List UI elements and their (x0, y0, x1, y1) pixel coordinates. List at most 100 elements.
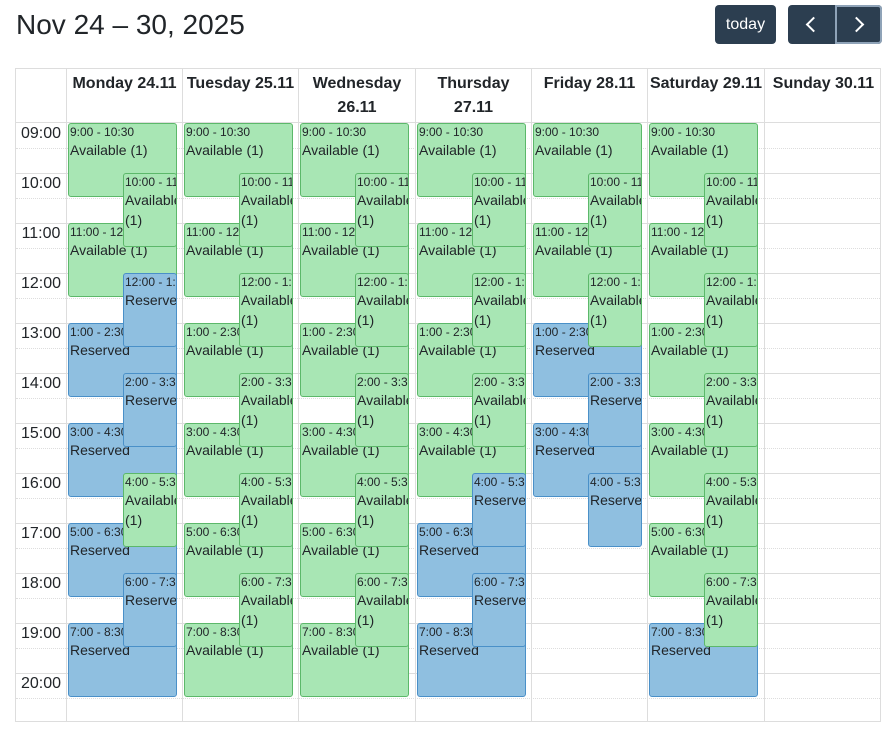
available-event[interactable]: 12:00 - 1:30 Available (1) (355, 273, 409, 347)
event-time: 2:00 - 3:30 (125, 375, 177, 389)
day-header: Sunday 30.11 (764, 69, 880, 122)
event-time: 6:00 - 7:30 (125, 575, 177, 589)
available-event[interactable]: 6:00 - 7:30 Available (1) (355, 573, 409, 647)
available-event[interactable]: 12:00 - 1:30 Available (1) (704, 273, 758, 347)
available-event[interactable]: 12:00 - 1:30 Available (1) (588, 273, 642, 347)
event-time: 6:00 - 7:30 (706, 575, 758, 589)
event-title: Reserved (535, 342, 595, 358)
reserved-event[interactable]: 4:00 - 5:30 Reserved (588, 473, 642, 547)
event-time: 10:00 - 11:30 (357, 175, 409, 189)
time-axis-label: 20:00 (20, 675, 62, 692)
event-time: 10:00 - 11:30 (125, 175, 177, 189)
event-time: 2:00 - 3:30 (706, 375, 758, 389)
chevron-left-icon (805, 16, 822, 33)
available-event[interactable]: 12:00 - 1:30 Available (1) (472, 273, 526, 347)
event-time: 6:00 - 7:30 (357, 575, 409, 589)
half-hour-line (16, 698, 880, 699)
chevron-right-icon (848, 16, 865, 33)
event-time: 2:00 - 3:30 (241, 375, 293, 389)
event-time: 9:00 - 10:30 (651, 125, 716, 139)
reserved-event[interactable]: 4:00 - 5:30 Reserved (472, 473, 526, 547)
event-title: Available (1) (125, 192, 177, 228)
time-axis-label: 14:00 (20, 375, 62, 392)
day-column-divider (66, 122, 67, 721)
available-event[interactable]: 10:00 - 11:30 Available (1) (355, 173, 409, 247)
available-event[interactable]: 4:00 - 5:30 Available (1) (355, 473, 409, 547)
available-event[interactable]: 12:00 - 1:30 Available (1) (239, 273, 293, 347)
today-button[interactable]: today (715, 5, 776, 44)
available-event[interactable]: 4:00 - 5:30 Available (1) (123, 473, 177, 547)
available-event[interactable]: 10:00 - 11:30 Available (1) (123, 173, 177, 247)
reserved-event[interactable]: 2:00 - 3:30 Reserved (588, 373, 642, 447)
next-week-button[interactable] (835, 5, 882, 44)
reserved-event[interactable]: 12:00 - 1:30 Reserved (123, 273, 177, 347)
available-event[interactable]: 2:00 - 3:30 Available (1) (472, 373, 526, 447)
available-event[interactable]: 6:00 - 7:30 Available (1) (704, 573, 758, 647)
event-time: 1:00 - 2:30 (419, 325, 477, 339)
event-time: 3:00 - 4:30 (651, 425, 709, 439)
event-title: Available (1) (706, 192, 758, 228)
available-event[interactable]: 6:00 - 7:30 Available (1) (239, 573, 293, 647)
event-time: 9:00 - 10:30 (70, 125, 135, 139)
event-time: 1:00 - 2:30 (535, 325, 593, 339)
event-title: Reserved (651, 642, 711, 658)
reserved-event[interactable]: 2:00 - 3:30 Reserved (123, 373, 177, 447)
event-title: Reserved (474, 492, 526, 508)
available-event[interactable]: 2:00 - 3:30 Available (1) (704, 373, 758, 447)
event-time: 1:00 - 2:30 (302, 325, 360, 339)
event-time: 5:00 - 6:30 (70, 525, 128, 539)
event-title: Available (1) (706, 592, 758, 628)
event-time: 6:00 - 7:30 (474, 575, 526, 589)
time-axis-label: 12:00 (20, 275, 62, 292)
available-event[interactable]: 2:00 - 3:30 Available (1) (355, 373, 409, 447)
reserved-event[interactable]: 5:00 - 6:30 Reserved (417, 523, 526, 597)
event-time: 3:00 - 4:30 (70, 425, 128, 439)
half-hour-line (16, 298, 880, 299)
available-event[interactable]: 9:00 - 10:30 Available (1) (68, 123, 177, 197)
day-column-divider (647, 122, 648, 721)
event-time: 3:00 - 4:30 (419, 425, 477, 439)
reserved-event[interactable]: 7:00 - 8:30 Reserved (649, 623, 758, 697)
available-event[interactable]: 4:00 - 5:30 Available (1) (239, 473, 293, 547)
available-event[interactable]: 10:00 - 11:30 Available (1) (239, 173, 293, 247)
event-time: 10:00 - 11:30 (241, 175, 293, 189)
event-time: 10:00 - 11:30 (474, 175, 526, 189)
event-time: 1:00 - 2:30 (651, 325, 709, 339)
event-title: Available (1) (706, 492, 758, 528)
header-divider (16, 122, 880, 123)
event-time: 11:00 - 12:30 (419, 225, 489, 239)
event-time: 5:00 - 6:30 (302, 525, 360, 539)
event-time: 10:00 - 11:30 (590, 175, 642, 189)
available-event[interactable]: 2:00 - 3:30 Available (1) (239, 373, 293, 447)
event-time: 4:00 - 5:30 (590, 475, 642, 489)
event-title: Available (1) (590, 292, 642, 328)
event-title: Available (1) (357, 392, 409, 428)
event-title: Available (1) (241, 192, 293, 228)
day-header: Friday 28.11 (531, 69, 647, 122)
navigation-button-group (788, 5, 882, 44)
available-event[interactable]: 9:00 - 10:30 Available (1) (300, 123, 409, 197)
event-title: Available (1) (474, 392, 526, 428)
time-axis-label: 18:00 (20, 575, 62, 592)
day-header: Monday 24.11 (66, 69, 182, 122)
reserved-event[interactable]: 6:00 - 7:30 Reserved (472, 573, 526, 647)
prev-week-button[interactable] (788, 5, 835, 44)
reserved-event[interactable]: 6:00 - 7:30 Reserved (123, 573, 177, 647)
available-event[interactable]: 4:00 - 5:30 Available (1) (704, 473, 758, 547)
event-time: 11:00 - 12:30 (535, 225, 605, 239)
event-time: 4:00 - 5:30 (706, 475, 758, 489)
event-time: 5:00 - 6:30 (651, 525, 709, 539)
event-time: 10:00 - 11:30 (706, 175, 758, 189)
event-title: Reserved (474, 592, 526, 608)
event-title: Available (1) (474, 192, 526, 228)
event-title: Reserved (419, 642, 479, 658)
available-event[interactable]: 10:00 - 11:30 Available (1) (588, 173, 642, 247)
time-axis-label: 15:00 (20, 425, 62, 442)
available-event[interactable]: 10:00 - 11:30 Available (1) (704, 173, 758, 247)
event-time: 11:00 - 12:30 (651, 225, 721, 239)
available-event[interactable]: 10:00 - 11:30 Available (1) (472, 173, 526, 247)
day-header: Tuesday 25.11 (182, 69, 298, 122)
available-event[interactable]: 9:00 - 10:30 Available (1) (533, 123, 642, 197)
event-title: Reserved (70, 442, 130, 458)
week-calendar: Monday 24.11 Tuesday 25.11 Wednesday 26.11… (15, 68, 881, 722)
